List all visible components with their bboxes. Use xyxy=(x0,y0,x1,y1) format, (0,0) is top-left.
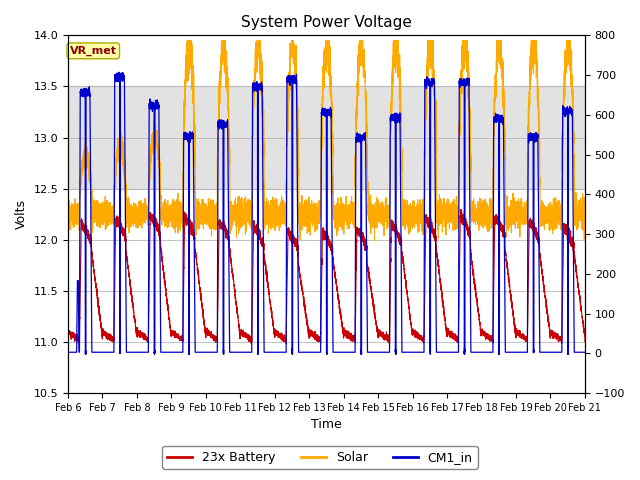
Y-axis label: Volts: Volts xyxy=(15,199,28,229)
Bar xyxy=(68,86,585,189)
Text: VR_met: VR_met xyxy=(70,46,116,56)
Title: System Power Voltage: System Power Voltage xyxy=(241,15,412,30)
X-axis label: Time: Time xyxy=(311,419,342,432)
Legend: 23x Battery, Solar, CM1_in: 23x Battery, Solar, CM1_in xyxy=(163,446,477,469)
